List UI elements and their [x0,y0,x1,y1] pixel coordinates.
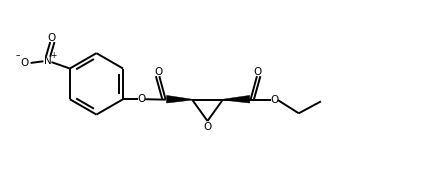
Text: O: O [203,122,211,132]
Text: O: O [253,67,262,77]
Polygon shape [167,95,192,103]
Text: O: O [270,95,279,105]
Text: O: O [48,33,56,43]
Text: +: + [50,51,56,60]
Polygon shape [223,95,250,103]
Text: –: – [16,51,20,60]
Text: O: O [137,94,146,104]
Text: N: N [44,56,51,66]
Text: O: O [155,67,163,77]
Text: O: O [20,58,29,68]
